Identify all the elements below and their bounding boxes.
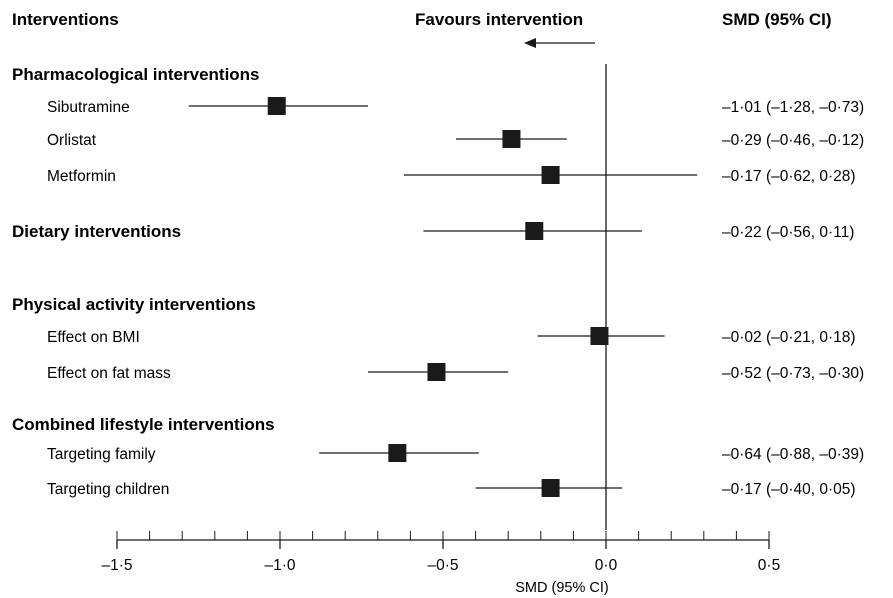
x-axis-title: SMD (95% CI) <box>515 580 608 596</box>
rows-layer: Pharmacological interventions Sibutramine… <box>12 64 864 530</box>
x-tick-label: –0·5 <box>427 557 458 574</box>
group-label: Physical activity interventions <box>12 295 256 314</box>
header-favours-intervention: Favours intervention <box>415 10 583 29</box>
forest-row: Effect on BMI –0·02 (–0·21, 0·18) <box>47 327 856 346</box>
ci-value-label: –0·64 (–0·88, –0·39) <box>722 446 864 463</box>
forest-row: Metformin –0·17 (–0·62, 0·28) <box>47 166 856 185</box>
forest-row: Orlistat –0·29 (–0·46, –0·12) <box>47 130 864 149</box>
forest-row: Targeting children –0·17 (–0·40, 0·05) <box>47 479 856 498</box>
x-tick-label: –1·0 <box>264 557 295 574</box>
point-estimate-marker <box>590 327 609 345</box>
forest-row: Physical activity interventions <box>12 295 256 314</box>
study-label: Targeting family <box>47 446 156 463</box>
favours-arrow <box>524 38 595 48</box>
header-smd: SMD (95% CI) <box>722 10 832 29</box>
study-label: Effect on fat mass <box>47 365 171 382</box>
x-tick-label: –1·5 <box>101 557 132 574</box>
ci-value-label: –1·01 (–1·28, –0·73) <box>722 99 864 116</box>
point-estimate-marker <box>525 222 544 240</box>
study-label: Effect on BMI <box>47 329 140 346</box>
study-label: Metformin <box>47 168 116 185</box>
x-tick-label: 0·0 <box>595 557 618 574</box>
group-label: Pharmacological interventions <box>12 65 260 84</box>
point-estimate-marker <box>427 363 446 381</box>
x-axis: –1·5 –1·0 –0·5 0·0 0·5 <box>101 531 780 574</box>
forest-row: Combined lifestyle interventions <box>12 415 275 434</box>
point-estimate-marker <box>541 166 560 184</box>
point-estimate-marker <box>541 479 560 497</box>
ci-value-label: –0·52 (–0·73, –0·30) <box>722 365 864 382</box>
group-label: Dietary interventions <box>12 222 181 241</box>
study-label: Orlistat <box>47 132 97 149</box>
group-label: Combined lifestyle interventions <box>12 415 275 434</box>
point-estimate-marker <box>267 97 286 115</box>
x-tick-label: 0·5 <box>758 557 780 574</box>
ci-value-label: –0·29 (–0·46, –0·12) <box>722 132 864 149</box>
ci-value-label: –0·02 (–0·21, 0·18) <box>722 329 856 346</box>
ci-value-label: –0·17 (–0·40, 0·05) <box>722 481 856 498</box>
header-interventions: Interventions <box>12 10 119 29</box>
forest-row: Pharmacological interventions <box>12 65 260 84</box>
point-estimate-marker <box>502 130 521 148</box>
study-label: Sibutramine <box>47 99 130 116</box>
forest-row: Sibutramine –1·01 (–1·28, –0·73) <box>47 97 864 116</box>
forest-row: Dietary interventions –0·22 (–0·56, 0·11) <box>12 222 854 241</box>
study-label: Targeting children <box>47 481 169 498</box>
forest-row: Targeting family –0·64 (–0·88, –0·39) <box>47 444 864 463</box>
forest-row: Effect on fat mass –0·52 (–0·73, –0·30) <box>47 363 864 382</box>
ci-value-label: –0·22 (–0·56, 0·11) <box>722 224 854 241</box>
point-estimate-marker <box>388 444 407 462</box>
ci-value-label: –0·17 (–0·62, 0·28) <box>722 168 856 185</box>
